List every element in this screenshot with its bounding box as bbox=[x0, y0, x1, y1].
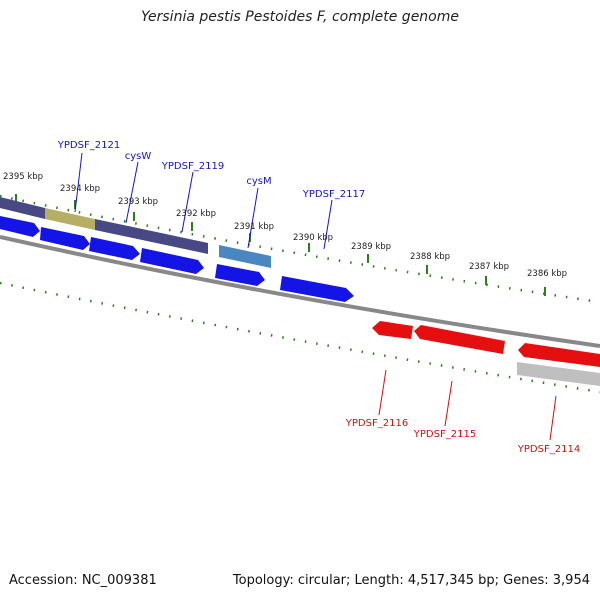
gene-label: YPDSF_2119 bbox=[161, 161, 224, 172]
outer-tick-ring bbox=[0, 194, 600, 304]
leader-line bbox=[549, 395, 557, 441]
leader-line bbox=[247, 187, 259, 249]
scale-label: 2395 kbp bbox=[3, 172, 43, 182]
forward-gene-arrow bbox=[280, 276, 354, 302]
leader-line bbox=[444, 380, 453, 427]
accession-label: Accession: NC_009381 bbox=[9, 573, 157, 588]
topology-label: Topology: circular; Length: 4,517,345 bp… bbox=[232, 573, 590, 588]
gene-label: cysM bbox=[246, 176, 271, 187]
leader-line bbox=[323, 199, 333, 250]
forward-gene-labels: YPDSF_2121 cysW YPDSF_2119 cysM YPDSF_21… bbox=[57, 140, 365, 200]
reverse-strand-genes bbox=[372, 321, 600, 367]
gene-label: YPDSF_2114 bbox=[517, 444, 580, 455]
reverse-gene-arrow bbox=[414, 325, 505, 354]
outer-dotted-track bbox=[0, 194, 600, 304]
gene-label: YPDSF_2115 bbox=[413, 429, 476, 440]
gene-label: YPDSF_2121 bbox=[57, 140, 120, 151]
scale-label: 2392 kbp bbox=[176, 209, 216, 219]
leader-line bbox=[125, 161, 139, 224]
scale-label: 2386 kbp bbox=[527, 269, 567, 279]
leader-line bbox=[74, 152, 83, 213]
forward-leader-lines bbox=[74, 152, 333, 250]
forward-gene-arrow bbox=[89, 237, 140, 260]
reverse-gene-arrow bbox=[372, 321, 413, 339]
feature-band-grey bbox=[517, 362, 600, 386]
reverse-gene-arrow bbox=[518, 343, 600, 367]
scale-label: 2387 kbp bbox=[469, 262, 509, 272]
forward-gene-arrow bbox=[215, 264, 265, 286]
scale-label: 2393 kbp bbox=[118, 197, 158, 207]
genome-backbone bbox=[0, 235, 600, 348]
leader-line bbox=[181, 171, 194, 233]
scale-label: 2390 kbp bbox=[293, 233, 333, 243]
inner-dotted-track bbox=[0, 281, 600, 394]
forward-gene-arrow bbox=[0, 216, 40, 237]
scale-label: 2388 kbp bbox=[410, 252, 450, 262]
forward-gene-arrow bbox=[40, 227, 90, 250]
forward-strand-genes bbox=[0, 216, 354, 302]
forward-gene-arrow bbox=[140, 248, 204, 274]
reverse-leader-lines bbox=[378, 369, 557, 441]
scale-label: 2389 kbp bbox=[351, 242, 391, 252]
gene-label: cysW bbox=[125, 151, 152, 162]
feature-band-segment bbox=[0, 197, 45, 219]
feature-band-segment bbox=[95, 219, 208, 254]
feature-band-track bbox=[0, 197, 600, 386]
gene-label: YPDSF_2117 bbox=[302, 189, 365, 200]
reverse-gene-labels: YPDSF_2116 YPDSF_2115 YPDSF_2114 bbox=[345, 418, 580, 455]
scale-labels: 2395 kbp 2394 kbp 2393 kbp 2392 kbp 2391… bbox=[3, 172, 567, 279]
feature-band-highlight bbox=[45, 208, 95, 230]
feature-band-light bbox=[219, 245, 271, 268]
figure-title: Yersinia pestis Pestoides F, complete ge… bbox=[141, 9, 459, 25]
scale-label: 2394 kbp bbox=[60, 184, 100, 194]
gene-label: YPDSF_2116 bbox=[345, 418, 408, 429]
leader-line bbox=[378, 369, 387, 416]
scale-label: 2391 kbp bbox=[234, 222, 274, 232]
